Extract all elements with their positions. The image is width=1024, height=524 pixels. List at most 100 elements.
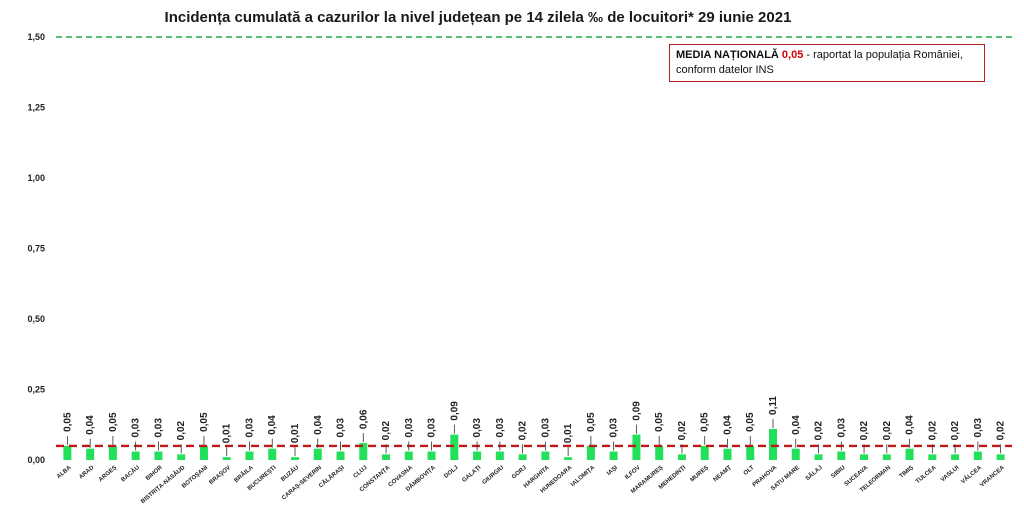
bar [928, 454, 937, 460]
value-label: 0,02 [996, 420, 1007, 440]
category-label: BRĂILA [233, 464, 255, 484]
value-label: 0,03 [540, 418, 551, 438]
value-label: 0,02 [677, 420, 688, 440]
value-label: 0,02 [814, 420, 825, 440]
bar [677, 454, 686, 460]
bar [177, 454, 186, 460]
value-label: 0,02 [859, 420, 870, 440]
value-label: 0,05 [700, 412, 711, 432]
bar [905, 448, 914, 460]
value-label: 0,01 [222, 423, 233, 443]
category-label: SĂLAJ [804, 464, 824, 482]
bar [700, 445, 709, 460]
category-label: VRANCEA [979, 465, 1006, 489]
value-label: 0,03 [336, 418, 347, 438]
value-label: 0,02 [927, 420, 938, 440]
category-label: DOLJ [443, 465, 459, 480]
value-label: 0,02 [518, 420, 529, 440]
bar [791, 448, 800, 460]
bar [655, 445, 664, 460]
reference-lines [56, 36, 1012, 448]
y-tick-label: 0,00 [27, 455, 45, 465]
value-label: 0,05 [654, 412, 665, 432]
bar [837, 451, 846, 460]
bar [336, 451, 345, 460]
value-label: 0,03 [131, 418, 142, 438]
value-label: 0,06 [358, 409, 369, 429]
bar [268, 448, 277, 460]
bar [131, 451, 140, 460]
bar [564, 457, 573, 460]
category-label: BUZĂU [280, 464, 301, 483]
category-label: ALBA [56, 465, 73, 481]
bar [199, 445, 208, 460]
bar [359, 443, 368, 460]
bar [427, 451, 436, 460]
bar [291, 457, 299, 460]
y-tick-label: 0,50 [27, 314, 45, 324]
value-label: 0,03 [495, 418, 506, 438]
bar [860, 454, 869, 460]
category-label: GALAȚI [461, 465, 482, 484]
value-labels: 0,05 0,04 0,05 0,03 0,03 0,02 0,05 0,01 0,03 0,04… [62, 396, 1007, 457]
value-label: 0,09 [631, 401, 642, 421]
value-label: 0,03 [609, 418, 620, 438]
value-label: 0,03 [153, 418, 164, 438]
y-tick-label: 1,25 [27, 103, 45, 113]
bar [86, 448, 95, 460]
category-label: GORJ [511, 465, 528, 481]
bar [769, 428, 777, 460]
bar [313, 448, 322, 460]
note-line2: conform datelor INS [676, 64, 774, 76]
bar [996, 454, 1005, 460]
value-label: 0,03 [973, 418, 984, 438]
value-label: 0,02 [950, 420, 961, 440]
category-label: ARAD [78, 465, 96, 481]
note-prefix: MEDIA NAȚIONALĂ [676, 49, 782, 61]
value-label: 0,04 [905, 415, 916, 435]
value-label: 0,02 [381, 420, 392, 440]
value-label: 0,03 [472, 418, 483, 438]
value-label: 0,11 [768, 396, 779, 415]
bar [973, 451, 982, 460]
category-label: BISTRIȚA-NĂSĂUD [140, 464, 187, 505]
bar [746, 445, 755, 460]
note-value: 0,05 [781, 49, 804, 61]
bar [473, 451, 482, 460]
value-label: 0,02 [176, 420, 187, 440]
value-label: 0,04 [313, 415, 324, 435]
bar [609, 451, 618, 460]
category-label: CLUJ [353, 465, 369, 480]
bar [63, 445, 72, 460]
bar [518, 454, 527, 460]
y-tick-label: 1,50 [27, 32, 45, 42]
value-label: 0,02 [882, 420, 893, 440]
bar [951, 454, 960, 460]
value-label: 0,05 [108, 412, 119, 432]
category-label: GIURGIU [482, 465, 506, 486]
bar [882, 454, 891, 460]
bar [382, 454, 391, 460]
category-label: SIBIU [830, 465, 846, 480]
category-label: MUREȘ [690, 465, 710, 484]
value-label: 0,03 [836, 418, 847, 438]
category-label: BRAȘOV [208, 465, 232, 486]
category-labels: ALBA ARAD ARGEȘ BACĂU BIHORBISTRIȚA-NĂSĂUDBO… [56, 464, 1006, 505]
y-axis-ticks: 0,00 0,25 0,50 0,75 1,00 1,25 1,50 [27, 32, 45, 465]
bar [154, 451, 163, 460]
bar [404, 451, 413, 460]
category-label: ARGEȘ [98, 465, 118, 483]
bar [586, 445, 595, 460]
value-label: 0,04 [267, 415, 278, 435]
value-label: 0,01 [290, 423, 301, 443]
bar [632, 434, 641, 460]
category-label: TIMIȘ [899, 465, 915, 480]
value-label: 0,04 [85, 415, 96, 435]
category-label: BIHOR [145, 465, 164, 482]
value-label: 0,09 [449, 401, 460, 421]
national-average-note: MEDIA NAȚIONALĂ 0,05 - raportat la popul… [669, 44, 985, 82]
bars [63, 428, 1005, 460]
value-label: 0,05 [62, 412, 73, 432]
value-label: 0,03 [244, 418, 255, 438]
